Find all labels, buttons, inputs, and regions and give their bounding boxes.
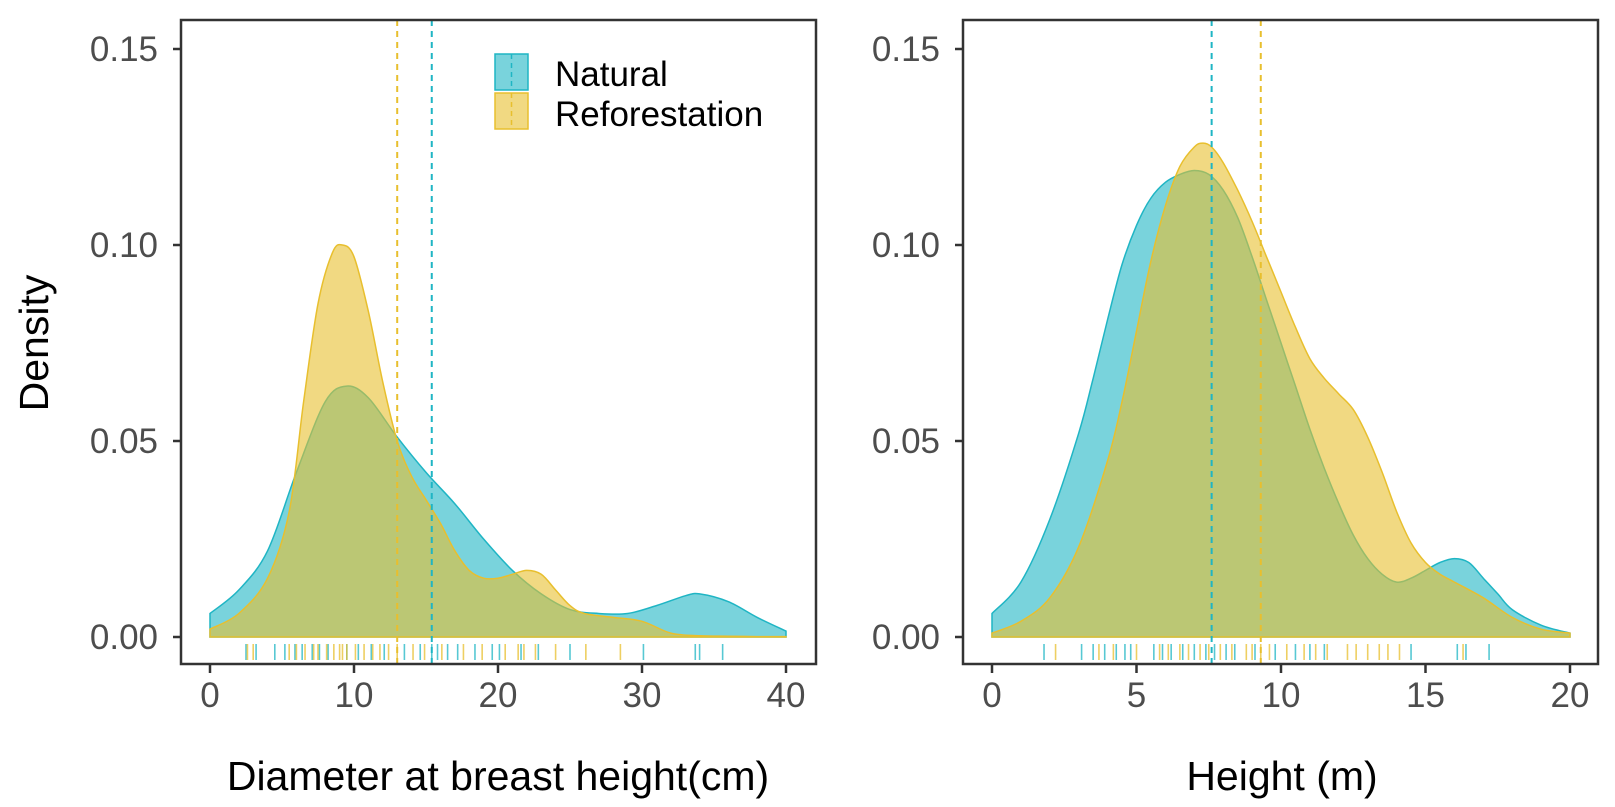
y-tick-label: 0.00 (90, 618, 158, 657)
x-axis-title-dbh: Diameter at breast height(cm) (227, 753, 769, 799)
y-axis-title: Density (11, 274, 57, 411)
legend-item-reforestation: Reforestation (494, 92, 763, 134)
x-tick-label: 0 (982, 676, 1001, 715)
density-area-reforestation (209, 243, 787, 638)
legend: Natural Reforestation (494, 53, 763, 134)
legend-item-natural: Natural (494, 53, 668, 94)
height-density-panel: 0.00 0.05 0.10 0.15 0 5 10 15 20 (872, 18, 1600, 715)
x-tick-label: 20 (1551, 676, 1590, 715)
legend-label-reforestation: Reforestation (555, 95, 763, 134)
y-tick-label: 0.10 (90, 226, 158, 265)
density-area-reforestation (991, 142, 1571, 638)
y-tick-label: 0.05 (90, 422, 158, 461)
x-tick-label: 40 (767, 676, 806, 715)
x-tick-label: 0 (200, 676, 219, 715)
dbh-density-panel: 0.00 0.05 0.10 0.15 0 10 20 30 40 (90, 18, 818, 715)
x-tick-label: 15 (1406, 676, 1445, 715)
x-tick-label: 10 (1262, 676, 1301, 715)
y-tick-label: 0.15 (90, 30, 158, 69)
x-tick-label: 30 (623, 676, 662, 715)
y-tick-label: 0.00 (872, 618, 940, 657)
x-tick-label: 10 (335, 676, 374, 715)
y-tick-label: 0.15 (872, 30, 940, 69)
y-tick-label: 0.10 (872, 226, 940, 265)
y-tick-label: 0.05 (872, 422, 940, 461)
x-tick-label: 20 (479, 676, 518, 715)
x-axis-title-height: Height (m) (1186, 753, 1377, 799)
x-tick-label: 5 (1127, 676, 1146, 715)
legend-label-natural: Natural (555, 55, 668, 94)
